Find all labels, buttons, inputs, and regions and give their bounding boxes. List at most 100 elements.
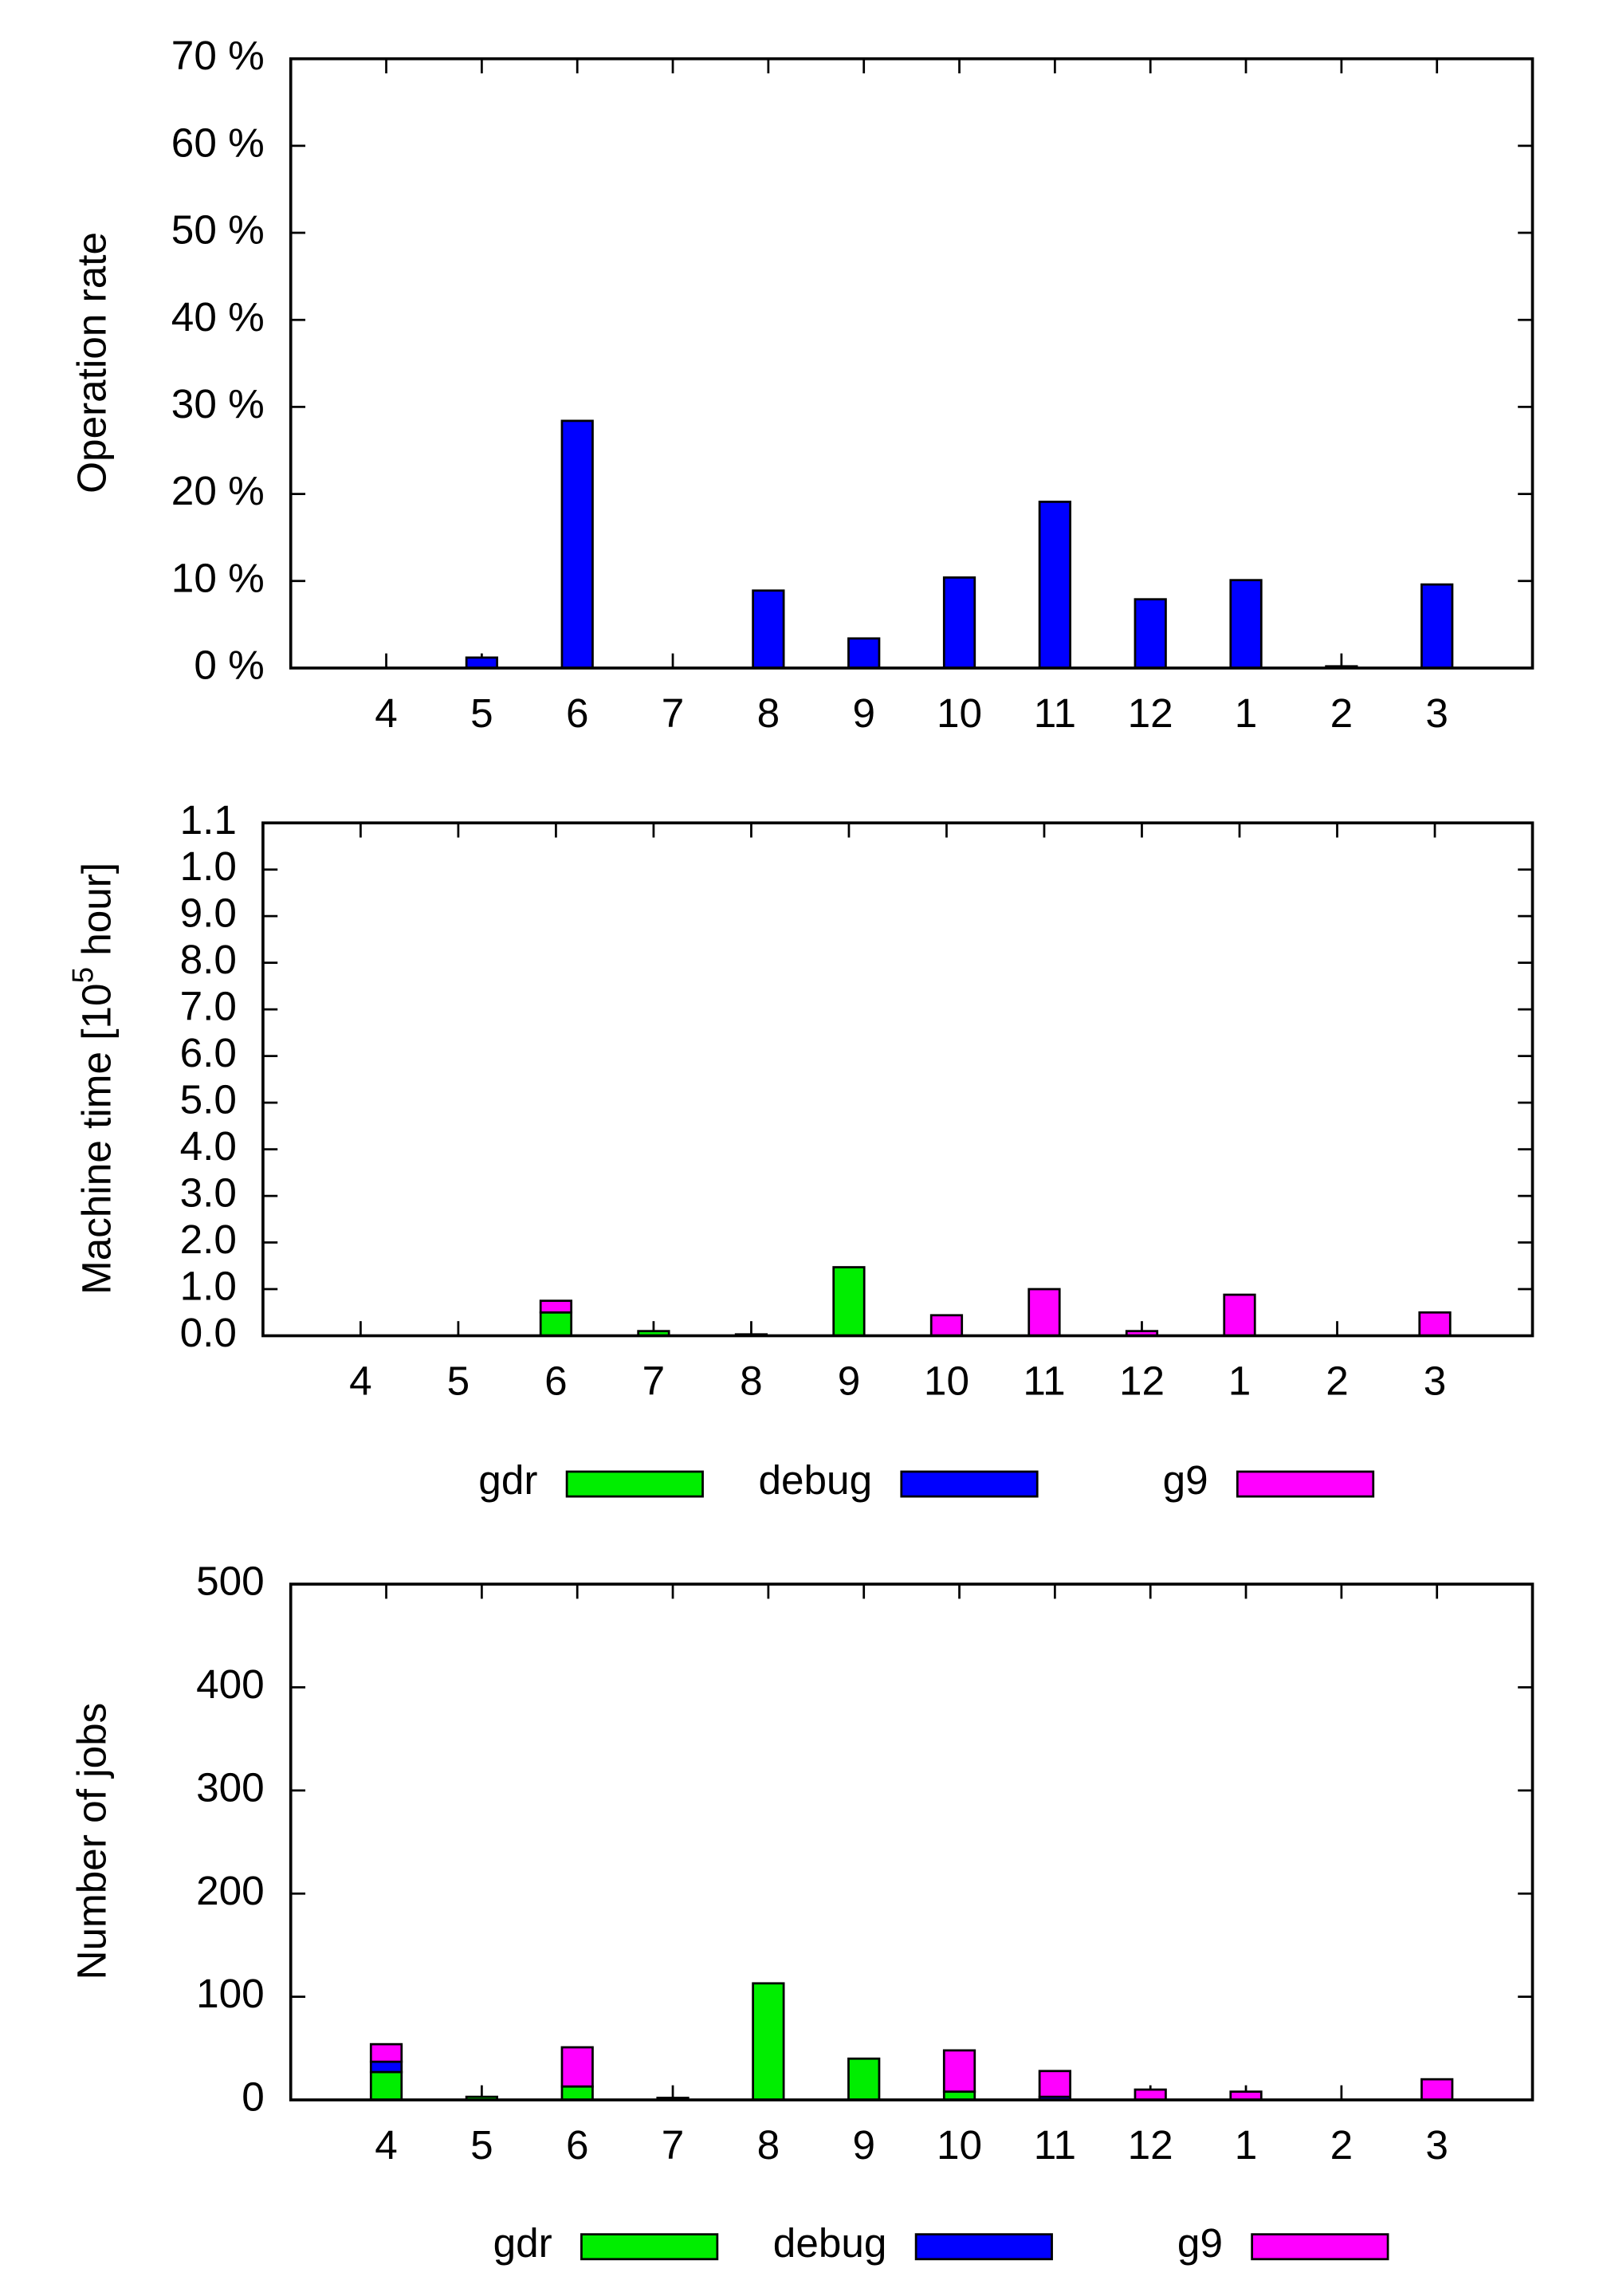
y-tick-label: 0.0 xyxy=(180,1310,237,1355)
x-tick-label: 4 xyxy=(375,2122,398,2168)
plot-frame xyxy=(289,57,1534,670)
y-tick-label: 50 % xyxy=(171,207,265,253)
bar-segment xyxy=(369,2060,403,2074)
bar-segment xyxy=(539,1299,573,1314)
bar-segment xyxy=(539,1311,573,1337)
y-tick-label: 60 % xyxy=(171,120,265,165)
x-tick-label: 1 xyxy=(1235,2122,1258,2168)
bar-segment xyxy=(560,2085,594,2101)
x-tick-label: 5 xyxy=(470,690,493,736)
legend-swatch xyxy=(914,2233,1053,2261)
x-tick-label: 8 xyxy=(740,1358,763,1404)
bar-segment xyxy=(1134,2088,1167,2101)
y-tick-label: 200 xyxy=(196,1868,265,1913)
y-axis-label-part: hour] xyxy=(73,863,119,967)
x-tick-label: 7 xyxy=(642,1358,666,1404)
bar xyxy=(942,576,976,670)
x-tick-label: 1 xyxy=(1228,1358,1251,1404)
y-axis-label-sup: 5 xyxy=(66,967,99,983)
y-axis-label-part: Machine time [10 xyxy=(73,983,119,1295)
plot-frame xyxy=(261,821,1534,1338)
bar xyxy=(560,419,594,670)
y-tick-label: 500 xyxy=(196,1559,265,1604)
y-tick-label: 20 % xyxy=(171,468,265,513)
y-tick-label: 100 xyxy=(196,1971,265,2016)
x-tick-label: 10 xyxy=(937,690,982,736)
bar xyxy=(465,656,498,670)
y-tick-label: 6.0 xyxy=(180,1030,237,1075)
legend-label: debug xyxy=(758,1457,872,1503)
y-tick-label: 4.0 xyxy=(180,1123,237,1169)
legend-swatch xyxy=(900,1470,1039,1498)
x-tick-label: 2 xyxy=(1330,690,1354,736)
y-tick-label: 8.0 xyxy=(180,937,237,982)
legend-swatch xyxy=(565,1470,704,1498)
y-tick-label: 9.0 xyxy=(180,890,237,936)
x-tick-label: 12 xyxy=(1128,690,1173,736)
x-tick-label: 9 xyxy=(838,1358,861,1404)
x-tick-label: 10 xyxy=(937,2122,982,2168)
y-axis-label: Machine time [105 hour] xyxy=(66,863,119,1295)
x-tick-label: 4 xyxy=(349,1358,372,1404)
legend-swatch xyxy=(1236,1470,1375,1498)
bar-segment xyxy=(752,1982,785,2101)
bar-segment xyxy=(942,2049,976,2094)
y-tick-label: 5.0 xyxy=(180,1077,237,1122)
x-tick-label: 3 xyxy=(1425,2122,1448,2168)
bar-segment xyxy=(832,1266,866,1337)
x-tick-label: 5 xyxy=(447,1358,470,1404)
y-tick-label: 1.0 xyxy=(180,1264,237,1309)
y-tick-label: 3.0 xyxy=(180,1170,237,1216)
x-tick-label: 3 xyxy=(1425,690,1448,736)
x-tick-label: 2 xyxy=(1326,1358,1349,1404)
y-tick-label: 30 % xyxy=(171,381,265,427)
bar-segment xyxy=(929,1314,964,1337)
bar xyxy=(1229,579,1263,670)
bar-segment xyxy=(1418,1311,1452,1337)
bar xyxy=(1134,598,1167,670)
x-tick-label: 11 xyxy=(1034,690,1076,736)
y-tick-label: 300 xyxy=(196,1764,265,1810)
y-tick-label: 1.0 xyxy=(180,843,237,889)
x-tick-label: 8 xyxy=(757,690,780,736)
bar-segment xyxy=(369,2042,403,2063)
plot-frame xyxy=(289,1582,1534,2101)
legend-label: debug xyxy=(773,2220,887,2266)
bar-segment xyxy=(1223,1293,1256,1337)
x-tick-label: 9 xyxy=(852,690,875,736)
x-tick-label: 6 xyxy=(544,1358,568,1404)
bar-segment xyxy=(847,2057,881,2101)
legend-swatch xyxy=(580,2233,719,2261)
x-tick-label: 8 xyxy=(757,2122,780,2168)
bar-segment xyxy=(1027,1288,1061,1337)
y-axis-label: Operation rate xyxy=(69,232,115,493)
bar xyxy=(847,637,881,670)
bar xyxy=(1420,583,1454,670)
x-tick-label: 5 xyxy=(470,2122,493,2168)
x-tick-label: 10 xyxy=(924,1358,969,1404)
x-tick-label: 2 xyxy=(1330,2122,1354,2168)
y-tick-label: 7.0 xyxy=(180,984,237,1029)
legend-swatch xyxy=(1251,2233,1389,2261)
y-axis-label: Number of jobs xyxy=(69,1703,115,1980)
x-tick-label: 9 xyxy=(852,2122,875,2168)
x-tick-label: 12 xyxy=(1128,2122,1173,2168)
legend-label: g9 xyxy=(1163,1457,1208,1503)
bar-segment xyxy=(369,2070,403,2101)
bar xyxy=(752,589,785,670)
y-tick-label: 0 % xyxy=(194,642,264,687)
legend-label: gdr xyxy=(478,1457,537,1503)
x-tick-label: 6 xyxy=(566,2122,589,2168)
bar xyxy=(1038,501,1071,670)
y-tick-label: 70 % xyxy=(171,33,265,78)
legend-label: g9 xyxy=(1177,2220,1223,2266)
y-tick-label: 400 xyxy=(196,1661,265,1707)
x-tick-label: 6 xyxy=(566,690,589,736)
x-tick-label: 7 xyxy=(662,690,685,736)
x-tick-label: 11 xyxy=(1034,2122,1076,2168)
y-tick-label: 1.1 xyxy=(180,797,237,843)
x-tick-label: 1 xyxy=(1235,690,1258,736)
y-tick-label: 0 xyxy=(242,2074,265,2120)
